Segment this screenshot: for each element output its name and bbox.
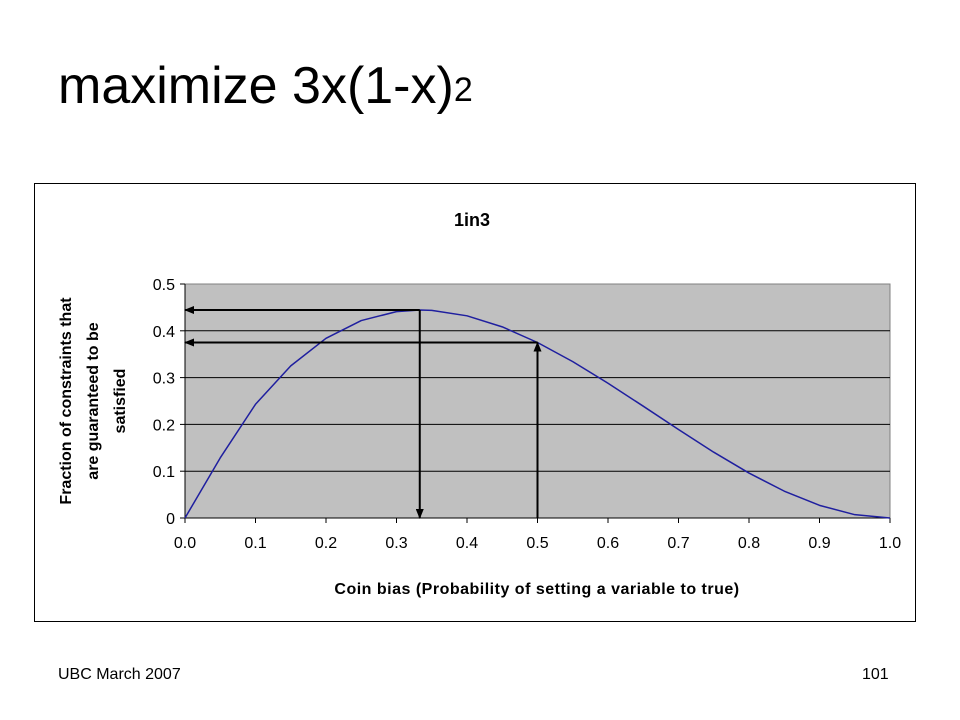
y-axis-label-line-2: are guaranteed to be <box>85 322 102 479</box>
y-tick-label: 0.2 <box>153 417 175 434</box>
x-tick-label: 0.5 <box>526 535 548 552</box>
series-layer <box>184 309 891 519</box>
x-tick-label: 0.9 <box>808 535 830 552</box>
chart-title: 1in3 <box>454 210 490 230</box>
y-axis-label-line-1: Fraction of constraints that <box>58 297 75 505</box>
y-tick-label: 0 <box>166 511 175 528</box>
footer-date: UBC March 2007 <box>58 666 181 683</box>
x-tick-label: 0.8 <box>738 535 760 552</box>
series-line-0 <box>184 309 891 519</box>
x-tick-label: 0.2 <box>315 535 337 552</box>
axis-layer: 0 0.1 0.2 0.3 0.4 0.5 0.0 0.1 0.2 0.3 0.4 0.5 0.6 0.7… <box>153 277 901 552</box>
y-tick-label: 0.1 <box>153 464 175 481</box>
chart-frame: 1in3 0 0.1 0.2 0.3 0.4 0.5 0.0 0.1 0.2 0.3 0.4 0.5 0… <box>34 183 916 622</box>
x-tick-label: 0.1 <box>244 535 266 552</box>
slide-title-superscript: 2 <box>453 71 473 109</box>
slide-title: maximize 3x(1-x)2 <box>58 60 473 112</box>
x-tick-label: 0.4 <box>456 535 478 552</box>
x-tick-label: 1.0 <box>879 535 901 552</box>
x-tick-label: 0.0 <box>174 535 196 552</box>
slide-title-main: maximize 3x(1-x) <box>58 57 454 115</box>
x-tick-label: 0.7 <box>667 535 689 552</box>
x-axis-label: Coin bias (Probability of setting a vari… <box>334 581 739 598</box>
x-tick-label: 0.6 <box>597 535 619 552</box>
page-number: 101 <box>862 666 889 683</box>
annotation-layer <box>184 306 542 519</box>
chart-svg: 1in3 00.10.20.30.40.50.0 0.1 0.2 0.3 0.4 0.5 0… <box>58 210 901 598</box>
y-tick-label: 0.3 <box>153 371 175 388</box>
y-axis-label: Fraction of constraints that are guarant… <box>58 297 129 505</box>
x-tick-label: 0.3 <box>385 535 407 552</box>
y-tick-label: 0.4 <box>153 324 175 341</box>
y-tick-label: 0.5 <box>153 277 175 294</box>
y-axis-label-line-3: satisfied <box>112 369 129 434</box>
